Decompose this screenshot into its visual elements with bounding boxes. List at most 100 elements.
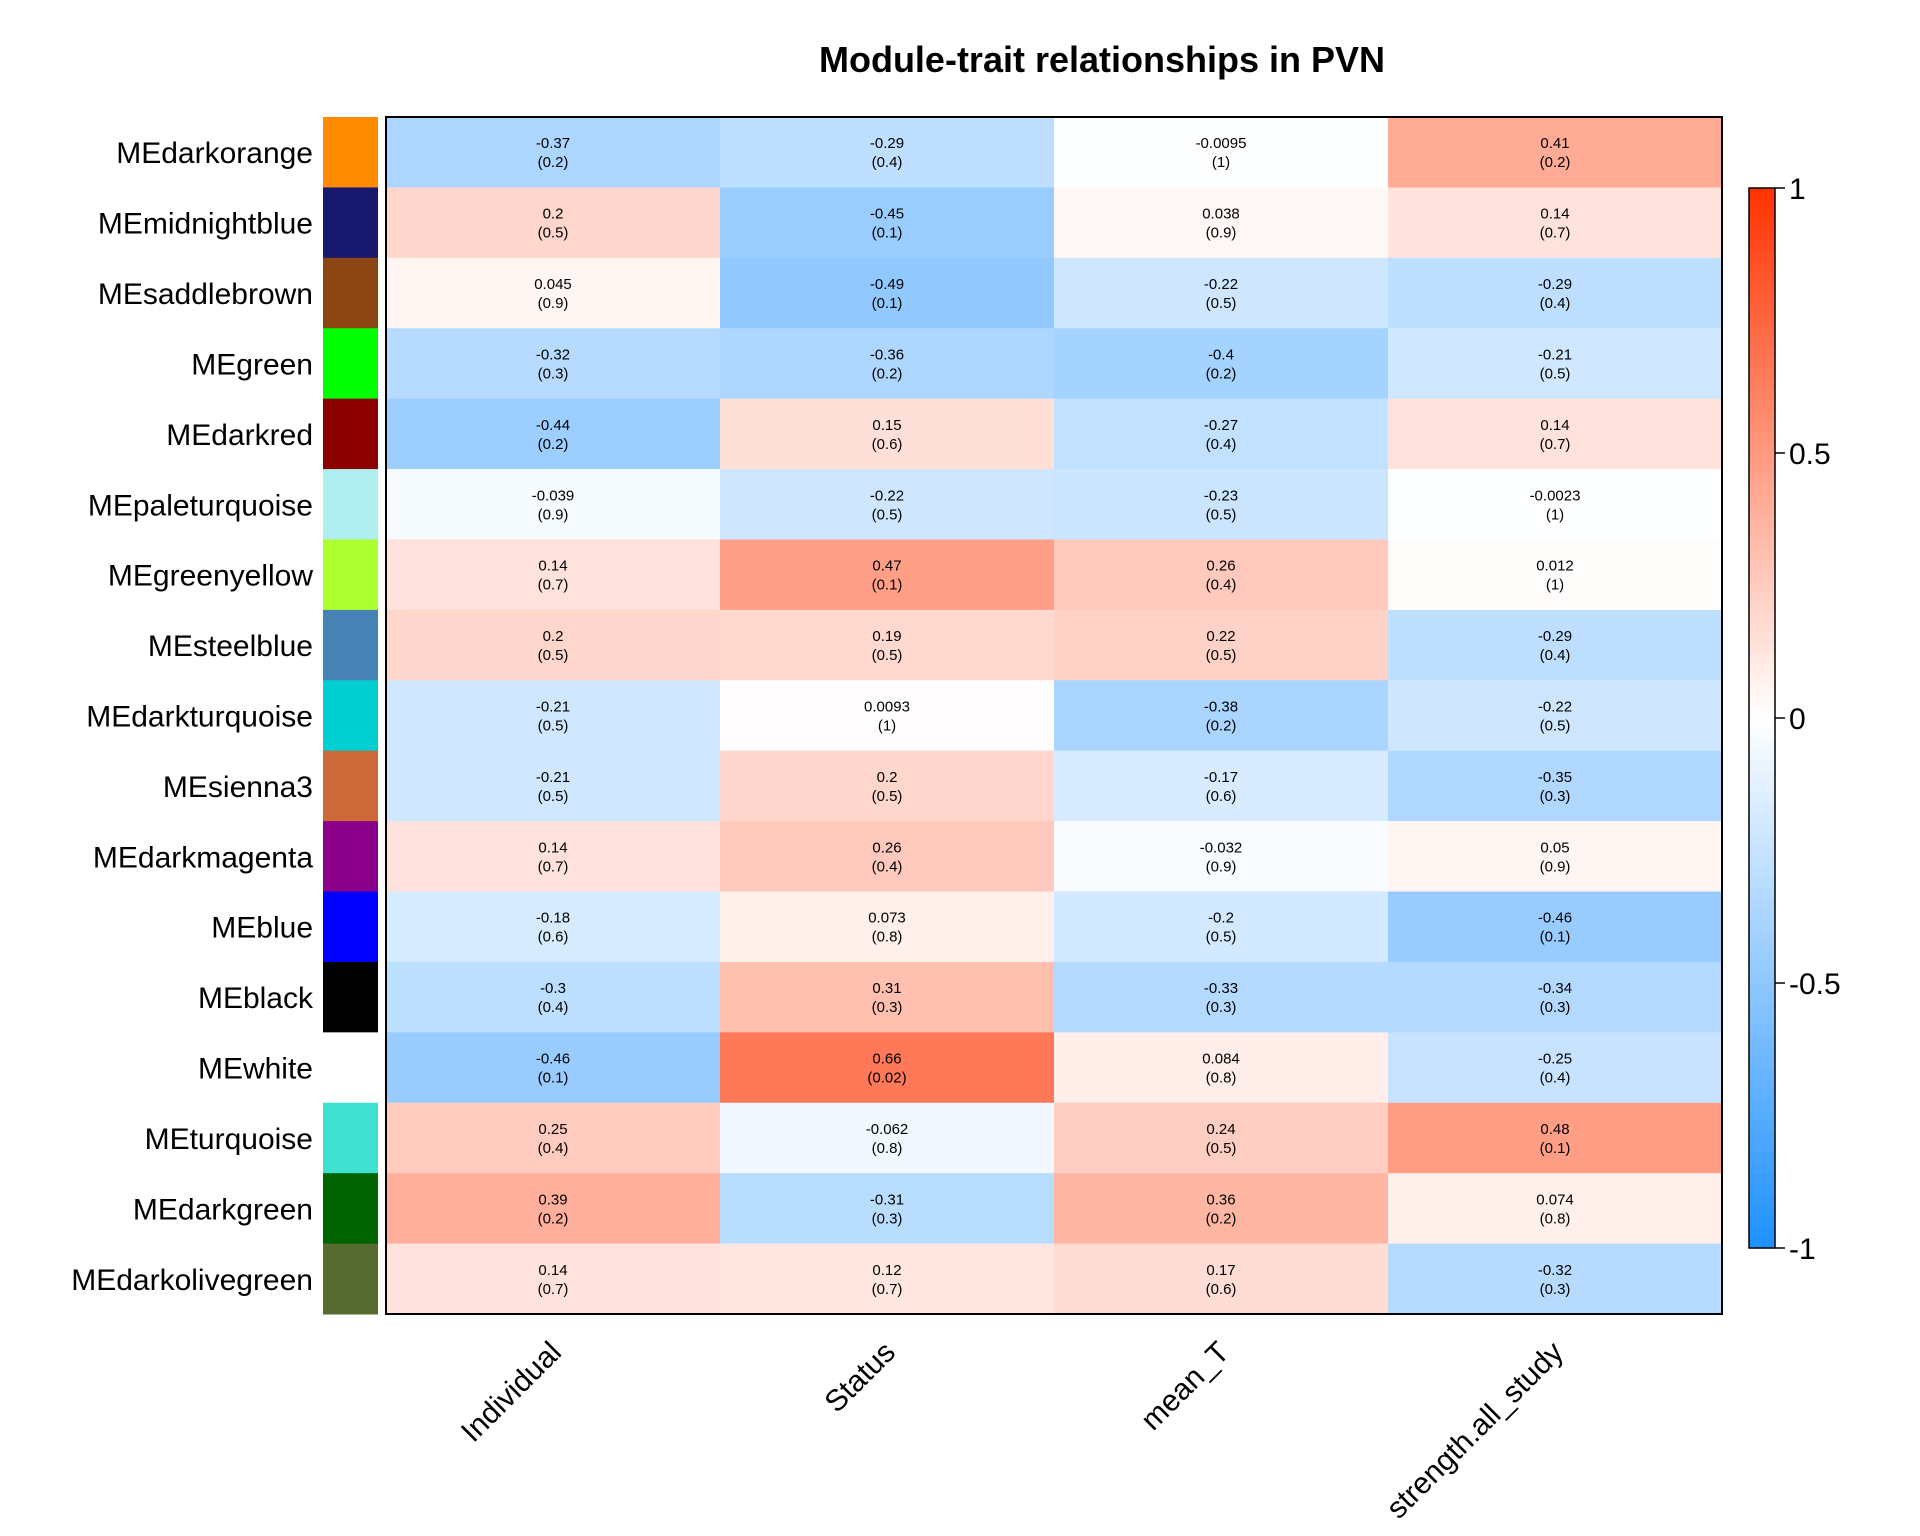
- cell-pvalue-label: (0.3): [1540, 788, 1571, 805]
- cell-correlation-label: -0.3: [540, 980, 566, 997]
- cell-pvalue-label: (0.4): [1206, 436, 1237, 453]
- cell-pvalue-label: (0.7): [538, 577, 569, 594]
- cell-correlation-label: 0.14: [538, 558, 567, 575]
- row-label: MEturquoise: [145, 1123, 313, 1156]
- colorbar-band: [1749, 453, 1775, 465]
- row-label: MEmidnightblue: [98, 208, 313, 241]
- cell-correlation-label: 0.045: [534, 276, 572, 293]
- cell-pvalue-label: (0.5): [538, 718, 569, 735]
- cell-correlation-label: 0.084: [1202, 1051, 1240, 1068]
- colorbar-band: [1749, 368, 1775, 380]
- row-label: MEwhite: [198, 1053, 313, 1086]
- heatmap-cell: [386, 609, 721, 681]
- heatmap-cell: [1054, 117, 1389, 188]
- colorbar-band: [1749, 474, 1775, 486]
- heatmap-cell: [1388, 609, 1723, 681]
- cell-pvalue-label: (0.2): [1206, 1210, 1237, 1227]
- colorbar-band: [1749, 612, 1775, 624]
- module-color-swatch: [323, 187, 378, 259]
- cell-correlation-label: -0.22: [870, 487, 904, 504]
- cell-correlation-label: -0.32: [1538, 1262, 1572, 1279]
- heatmap-cell: [386, 328, 721, 400]
- cell-correlation-label: 0.14: [538, 1262, 567, 1279]
- heatmap-cell: [386, 117, 721, 188]
- module-color-swatch: [323, 1173, 378, 1245]
- cell-pvalue-label: (0.4): [538, 1140, 569, 1157]
- row-label: MEblack: [198, 982, 314, 1015]
- cell-correlation-label: 0.0093: [864, 699, 910, 716]
- colorbar-band: [1749, 908, 1775, 920]
- cell-correlation-label: -0.34: [1538, 980, 1572, 997]
- heatmap-cell: [1054, 961, 1389, 1033]
- heatmap-cell: [1054, 1243, 1389, 1315]
- cell-pvalue-label: (0.7): [538, 1281, 569, 1298]
- row-label: MEdarkolivegreen: [71, 1264, 313, 1297]
- colorbar-band: [1749, 1099, 1775, 1111]
- colorbar-band: [1749, 983, 1775, 995]
- colorbar-band: [1749, 675, 1775, 687]
- heatmap-cell: [386, 257, 721, 329]
- heatmap-cell: [1388, 469, 1723, 540]
- cell-pvalue-label: (0.2): [1206, 718, 1237, 735]
- colorbar-band: [1749, 1152, 1775, 1164]
- colorbar-band: [1749, 792, 1775, 804]
- colorbar-band: [1749, 400, 1775, 412]
- cell-pvalue-label: (0.9): [1206, 858, 1237, 875]
- cell-correlation-label: -0.25: [1538, 1051, 1572, 1068]
- colorbar-band: [1749, 824, 1775, 836]
- module-color-swatch: [323, 1032, 378, 1104]
- cell-correlation-label: -0.29: [870, 135, 904, 152]
- heatmap-cell: [720, 398, 1055, 470]
- colorbar-band: [1749, 866, 1775, 878]
- colorbar-band: [1749, 357, 1775, 369]
- cell-correlation-label: -0.29: [1538, 276, 1572, 293]
- cell-pvalue-label: (0.5): [1206, 647, 1237, 664]
- colorbar-band: [1749, 569, 1775, 581]
- cell-pvalue-label: (0.4): [872, 154, 903, 171]
- heatmap-cell: [720, 750, 1055, 822]
- colorbar-band: [1749, 241, 1775, 253]
- module-color-swatch: [323, 891, 378, 963]
- colorbar-band: [1749, 728, 1775, 740]
- colorbar-band: [1749, 622, 1775, 634]
- colorbar-band: [1749, 1184, 1775, 1196]
- cell-correlation-label: 0.2: [543, 206, 564, 223]
- colorbar-band: [1749, 336, 1775, 348]
- cell-correlation-label: -0.21: [536, 769, 570, 786]
- colorbar-band: [1749, 495, 1775, 507]
- colorbar-band: [1749, 1067, 1775, 1079]
- colorbar-band: [1749, 230, 1775, 242]
- heatmap-cell: [720, 469, 1055, 540]
- cell-pvalue-label: (0.9): [538, 506, 569, 523]
- cell-pvalue-label: (0.5): [1540, 365, 1571, 382]
- colorbar-band: [1749, 993, 1775, 1005]
- heatmap-cell: [386, 187, 721, 259]
- colorbar-band: [1749, 855, 1775, 867]
- colorbar-band: [1749, 431, 1775, 443]
- colorbar-band: [1749, 771, 1775, 783]
- heatmap-cell: [720, 1243, 1055, 1315]
- heatmap-cell: [720, 609, 1055, 681]
- heatmap-cell: [386, 750, 721, 822]
- colorbar-band: [1749, 718, 1775, 730]
- cell-correlation-label: -0.2: [1208, 910, 1234, 927]
- column-label: mean_T: [1135, 1336, 1236, 1437]
- heatmap-cell: [386, 1173, 721, 1245]
- module-color-swatch: [323, 257, 378, 329]
- heatmap-cell: [1388, 680, 1723, 752]
- colorbar-band: [1749, 188, 1775, 200]
- cell-correlation-label: 0.26: [872, 839, 901, 856]
- module-color-swatch: [323, 1243, 378, 1315]
- colorbar-band: [1749, 516, 1775, 528]
- colorbar-band: [1749, 537, 1775, 549]
- row-label: MEgreen: [191, 348, 313, 381]
- cell-correlation-label: -0.46: [536, 1051, 570, 1068]
- row-label: MEsteelblue: [148, 630, 313, 663]
- heatmap-cell: [720, 1102, 1055, 1174]
- cell-correlation-label: -0.32: [536, 346, 570, 363]
- colorbar-band: [1749, 760, 1775, 772]
- cell-correlation-label: 0.39: [538, 1191, 567, 1208]
- colorbar-band: [1749, 919, 1775, 931]
- colorbar-band: [1749, 1237, 1775, 1249]
- colorbar-band: [1749, 643, 1775, 655]
